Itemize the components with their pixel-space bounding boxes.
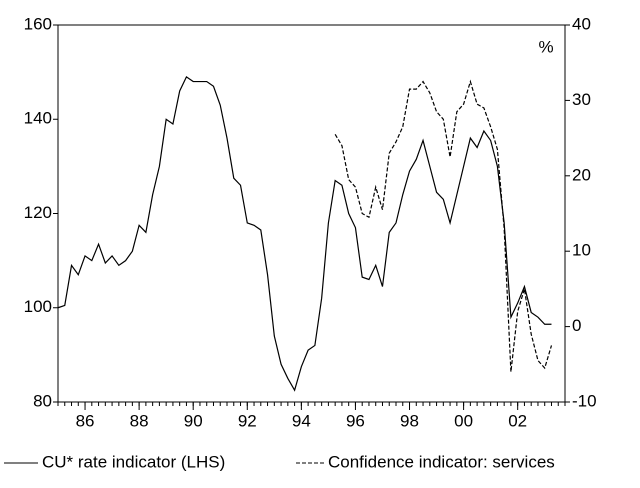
x-tick-label: 98 xyxy=(400,411,419,430)
x-tick-label: 92 xyxy=(238,411,257,430)
x-tick-label: 90 xyxy=(184,411,203,430)
y2-tick-label: 30 xyxy=(572,90,591,109)
y2-tick-label: -10 xyxy=(572,391,597,410)
legend-label: CU* rate indicator (LHS) xyxy=(42,452,225,471)
y2-tick-label: 10 xyxy=(572,241,591,260)
x-tick-label: 86 xyxy=(76,411,95,430)
y2-tick-label: 40 xyxy=(572,14,591,33)
series-line xyxy=(57,75,552,392)
x-tick-label: 96 xyxy=(346,411,365,430)
legend-label: Confidence indicator: services xyxy=(328,452,555,471)
y2-tick-label: 0 xyxy=(572,316,581,335)
y2-tick-label: 20 xyxy=(572,165,591,184)
y-tick-label: 140 xyxy=(24,109,52,128)
x-tick-label: 00 xyxy=(454,411,473,430)
y-tick-label: 120 xyxy=(24,203,52,222)
series-line xyxy=(334,79,553,372)
y-tick-label: 100 xyxy=(24,297,52,316)
y-tick-label: 80 xyxy=(33,391,52,410)
x-tick-label: 88 xyxy=(130,411,149,430)
plot-frame xyxy=(57,24,566,403)
annotation: % xyxy=(538,37,553,56)
x-tick-label: 94 xyxy=(292,411,311,430)
y-tick-label: 160 xyxy=(24,14,52,33)
x-tick-label: 02 xyxy=(508,411,527,430)
